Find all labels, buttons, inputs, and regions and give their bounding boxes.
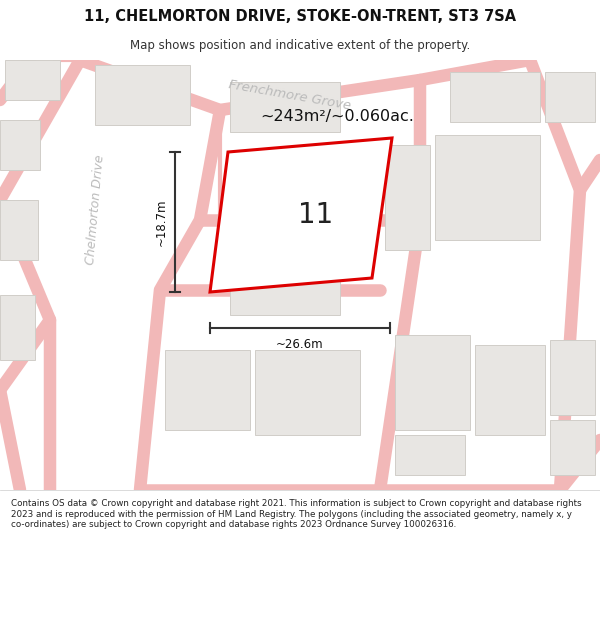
Polygon shape xyxy=(230,250,340,315)
Polygon shape xyxy=(230,82,340,132)
Text: ~243m²/~0.060ac.: ~243m²/~0.060ac. xyxy=(260,109,414,124)
Polygon shape xyxy=(0,295,35,360)
Polygon shape xyxy=(165,350,250,430)
Text: Chelmorton Drive: Chelmorton Drive xyxy=(84,154,106,266)
Polygon shape xyxy=(395,335,470,430)
Text: 11, CHELMORTON DRIVE, STOKE-ON-TRENT, ST3 7SA: 11, CHELMORTON DRIVE, STOKE-ON-TRENT, ST… xyxy=(84,9,516,24)
Polygon shape xyxy=(450,72,540,122)
Polygon shape xyxy=(5,60,60,100)
Text: Contains OS data © Crown copyright and database right 2021. This information is : Contains OS data © Crown copyright and d… xyxy=(11,499,581,529)
Text: ~18.7m: ~18.7m xyxy=(155,198,167,246)
Polygon shape xyxy=(550,420,595,475)
Text: ~26.6m: ~26.6m xyxy=(276,339,324,351)
Polygon shape xyxy=(550,340,595,415)
Polygon shape xyxy=(0,120,40,170)
Polygon shape xyxy=(435,135,540,240)
Text: 11: 11 xyxy=(298,201,333,229)
Polygon shape xyxy=(395,435,465,475)
Text: Map shows position and indicative extent of the property.: Map shows position and indicative extent… xyxy=(130,39,470,51)
Polygon shape xyxy=(0,200,38,260)
Polygon shape xyxy=(210,138,392,292)
Polygon shape xyxy=(255,350,360,435)
Text: Frenchmore Grove: Frenchmore Grove xyxy=(228,78,352,112)
Polygon shape xyxy=(230,155,360,240)
Polygon shape xyxy=(545,72,595,122)
Polygon shape xyxy=(385,145,430,250)
Polygon shape xyxy=(475,345,545,435)
Polygon shape xyxy=(95,65,190,125)
